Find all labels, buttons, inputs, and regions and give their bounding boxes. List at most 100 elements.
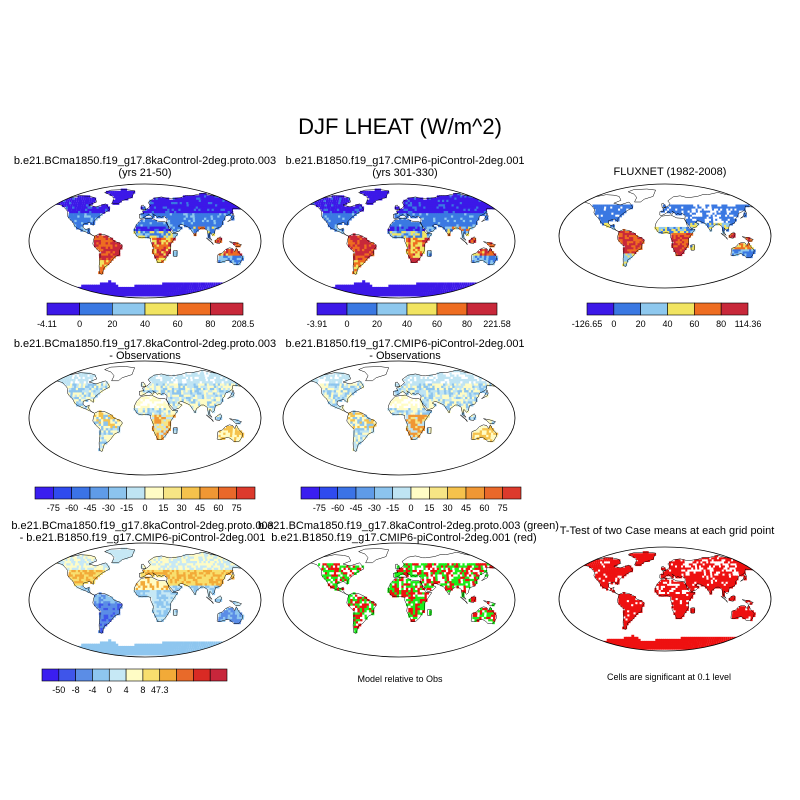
- map-cell: [716, 273, 719, 277]
- map-cell: [408, 244, 412, 248]
- map-cell: [426, 284, 430, 288]
- map-cell: [301, 202, 304, 205]
- map-cell: [421, 217, 425, 221]
- map-cell: [735, 214, 739, 218]
- map-cell: [426, 231, 430, 234]
- map-cell: [734, 208, 738, 212]
- map-cell: [153, 206, 157, 210]
- map-cell: [613, 277, 617, 281]
- map-cell: [721, 196, 725, 199]
- map-cell: [394, 228, 398, 232]
- map-cell: [373, 195, 377, 199]
- map-cell: [55, 197, 58, 201]
- map-cell: [371, 286, 375, 290]
- map-cell: [206, 291, 209, 295]
- map-cell: [621, 279, 625, 283]
- map-cell: [431, 204, 435, 208]
- map-cell: [368, 251, 372, 255]
- map-cell: [624, 247, 628, 250]
- map-cell: [154, 235, 158, 239]
- coastline-africa: [387, 217, 433, 263]
- map-cell: [412, 231, 416, 234]
- map-cell: [208, 215, 212, 219]
- map-cell: [124, 190, 127, 194]
- map-cell: [161, 222, 164, 225]
- map-cell: [424, 219, 428, 223]
- map-cell: [158, 226, 162, 230]
- map-cell: [199, 195, 204, 199]
- map-cell: [116, 202, 120, 205]
- map-cell: [342, 219, 345, 223]
- map-cell: [322, 204, 325, 208]
- map-cell: [679, 218, 683, 222]
- map-cell: [205, 202, 210, 205]
- map-cell: [354, 206, 358, 210]
- map-cell: [742, 253, 745, 257]
- map-cell: [677, 220, 681, 224]
- map-cell: [396, 206, 400, 210]
- map-cell: [675, 251, 679, 255]
- map-cell: [731, 206, 735, 210]
- map-cell: [466, 215, 470, 219]
- case1-map-cells: [37, 188, 257, 297]
- map-cell: [142, 228, 146, 232]
- map-cell: [421, 208, 425, 212]
- map-cell: [99, 264, 103, 268]
- map-cell: [100, 208, 104, 212]
- map-cell: [158, 213, 162, 217]
- map-cell: [333, 217, 336, 221]
- map-cell: [669, 216, 672, 220]
- map-cell: [609, 202, 612, 206]
- map-cell: [93, 244, 97, 248]
- map-cell: [609, 198, 613, 202]
- map-cell: [444, 204, 449, 208]
- map-cell: [195, 286, 198, 290]
- map-cell: [494, 284, 497, 288]
- map-cell: [160, 208, 164, 212]
- map-cell: [161, 289, 165, 292]
- map-cell: [324, 217, 327, 221]
- map-cell: [639, 243, 643, 246]
- map-cell: [692, 273, 695, 277]
- map-cell: [629, 273, 633, 277]
- map-cell: [612, 196, 615, 199]
- map-cell: [159, 197, 163, 201]
- map-cell: [711, 208, 715, 212]
- map-cell: [74, 199, 77, 203]
- map-cell: [731, 204, 735, 208]
- map-cell: [86, 215, 89, 219]
- map-cell: [479, 253, 483, 257]
- ttest-note: Cells are significant at 0.1 level: [606, 672, 732, 682]
- map-cell: [203, 293, 206, 297]
- map-cell: [417, 242, 421, 246]
- map-cell: [480, 248, 483, 252]
- map-cell: [140, 213, 144, 217]
- map-cell: [308, 291, 313, 295]
- map-cell: [297, 289, 302, 292]
- map-cell: [447, 286, 450, 290]
- map-cell: [198, 197, 202, 201]
- map-cell: [651, 194, 654, 197]
- map-cell: [399, 208, 402, 212]
- map-cell: [164, 202, 168, 205]
- map-cell: [192, 213, 196, 217]
- map-cell: [318, 291, 323, 295]
- map-cell: [87, 206, 91, 210]
- map-cell: [470, 237, 474, 241]
- case2-map-cells: [291, 188, 511, 297]
- map-cell: [307, 284, 312, 288]
- map-cell: [330, 199, 333, 203]
- map-cell: [175, 293, 178, 297]
- map-cell: [209, 228, 213, 232]
- map-cell: [686, 198, 690, 202]
- map-cell: [717, 216, 720, 220]
- map-cell: [452, 199, 457, 203]
- map-cell: [109, 289, 113, 292]
- map-cell: [721, 204, 725, 208]
- map-cell: [478, 206, 482, 210]
- map-cell: [342, 204, 345, 208]
- map-cell: [399, 289, 402, 292]
- map-cell: [161, 255, 164, 259]
- map-cell: [365, 286, 369, 290]
- map-cell: [746, 196, 751, 199]
